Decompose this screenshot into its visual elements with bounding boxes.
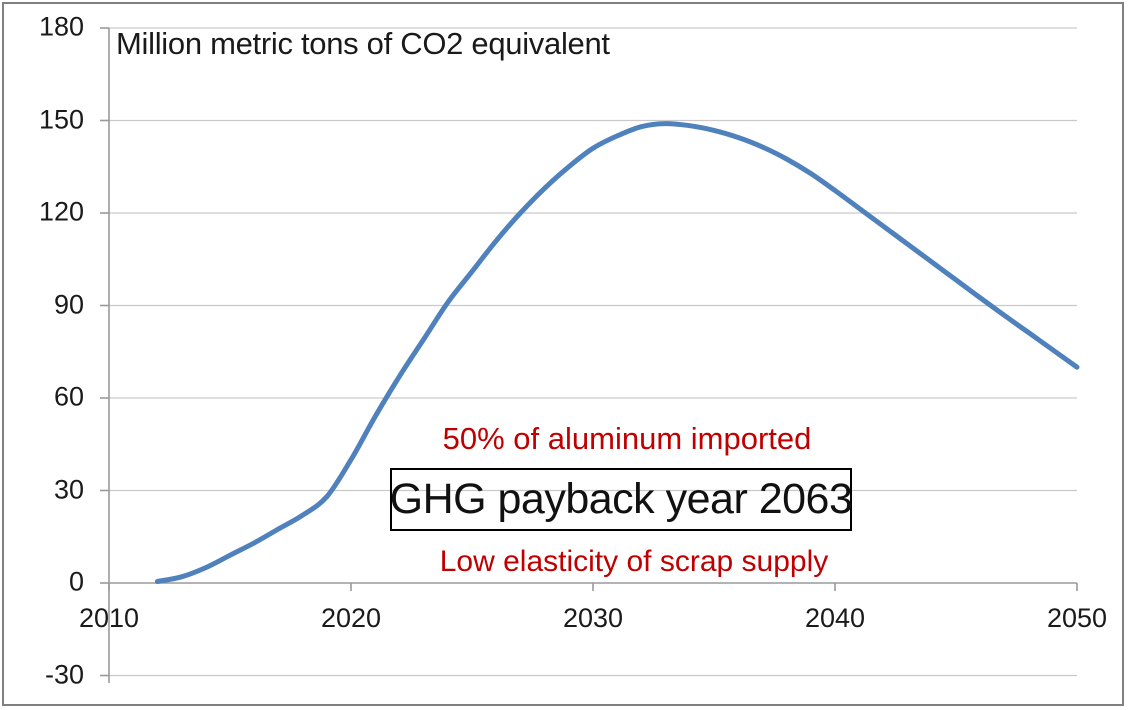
y-tick-label: -30 [44,658,84,689]
annotation-scrap-supply: Low elasticity of scrap supply [439,545,829,578]
y-tick-label: 180 [38,11,84,42]
y-tick-label: 30 [53,473,84,504]
payback-label: GHG payback year 2063 [389,475,853,523]
chart-title: Million metric tons of CO2 equivalent [116,26,610,61]
y-tick-label: 60 [53,381,84,412]
y-tick-label: 150 [38,103,84,134]
annotation-aluminum-imported: 50% of aluminum imported [442,421,812,456]
chart-figure-frame [2,2,1124,706]
x-tick-label: 2040 [804,603,866,633]
payback-box: GHG payback year 2063 [389,468,853,531]
x-tick-label: 2050 [1046,603,1108,633]
x-tick-label: 2020 [320,603,382,633]
emissions-curve [154,121,1080,584]
y-tick-label: 0 [68,566,84,597]
y-tick-label: 90 [53,288,84,319]
x-tick-label: 2030 [562,603,624,633]
x-tick-label: 2010 [78,603,140,633]
y-tick-label: 120 [38,196,84,227]
